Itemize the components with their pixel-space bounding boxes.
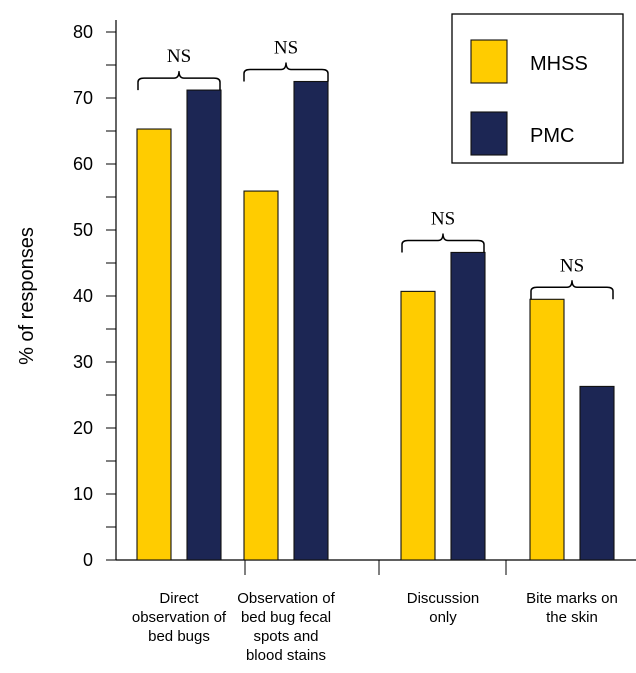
legend-label-mhss: MHSS — [530, 53, 588, 75]
category-label: observation of — [132, 609, 227, 626]
category-label: spots and — [253, 628, 318, 645]
bar-mhss — [243, 190, 279, 561]
significance-bracket — [243, 62, 329, 82]
bar-pmc — [579, 385, 615, 561]
ns-label: NS — [274, 38, 298, 59]
ns-label: NS — [431, 208, 455, 229]
significance-annotations: NS NS NS NS — [137, 38, 614, 300]
category-label: the skin — [546, 609, 598, 626]
axes: 0 10 20 30 40 50 60 70 80 % of responses Direct obs… — [16, 20, 636, 664]
bar-pmc — [450, 251, 486, 561]
legend-swatch-mhss — [470, 39, 508, 84]
y-tick-label: 70 — [73, 88, 93, 108]
category-label: bed bugs — [148, 628, 210, 645]
category-label: Bite marks on — [526, 590, 618, 607]
ns-label: NS — [167, 46, 191, 67]
legend: MHSS PMC — [451, 13, 624, 164]
legend-label-pmc: PMC — [530, 125, 574, 147]
ns-label: NS — [560, 255, 584, 276]
significance-bracket — [401, 233, 485, 253]
significance-bracket — [530, 280, 614, 300]
category-label: bed bug fecal — [241, 609, 331, 626]
bars — [136, 80, 615, 561]
y-tick-label: 60 — [73, 154, 93, 174]
y-tick-label: 0 — [83, 550, 93, 570]
y-axis-label: % of responses — [16, 227, 38, 365]
legend-swatch-pmc — [470, 111, 508, 156]
y-tick-label: 80 — [73, 22, 93, 42]
y-tick-label: 50 — [73, 220, 93, 240]
bar-mhss — [136, 128, 172, 561]
y-tick-label: 30 — [73, 352, 93, 372]
bar-mhss — [400, 290, 436, 561]
bar-pmc — [293, 80, 329, 561]
bar-pmc — [186, 89, 222, 561]
y-tick-label: 10 — [73, 484, 93, 504]
y-tick-label: 20 — [73, 418, 93, 438]
y-tick-label: 40 — [73, 286, 93, 306]
bar-mhss — [529, 298, 565, 561]
category-label: Observation of — [237, 590, 335, 607]
category-label: Discussion — [407, 590, 480, 607]
category-label: blood stains — [246, 647, 326, 664]
category-label: only — [429, 609, 457, 626]
category-label: Direct — [159, 590, 199, 607]
significance-bracket — [137, 71, 221, 91]
